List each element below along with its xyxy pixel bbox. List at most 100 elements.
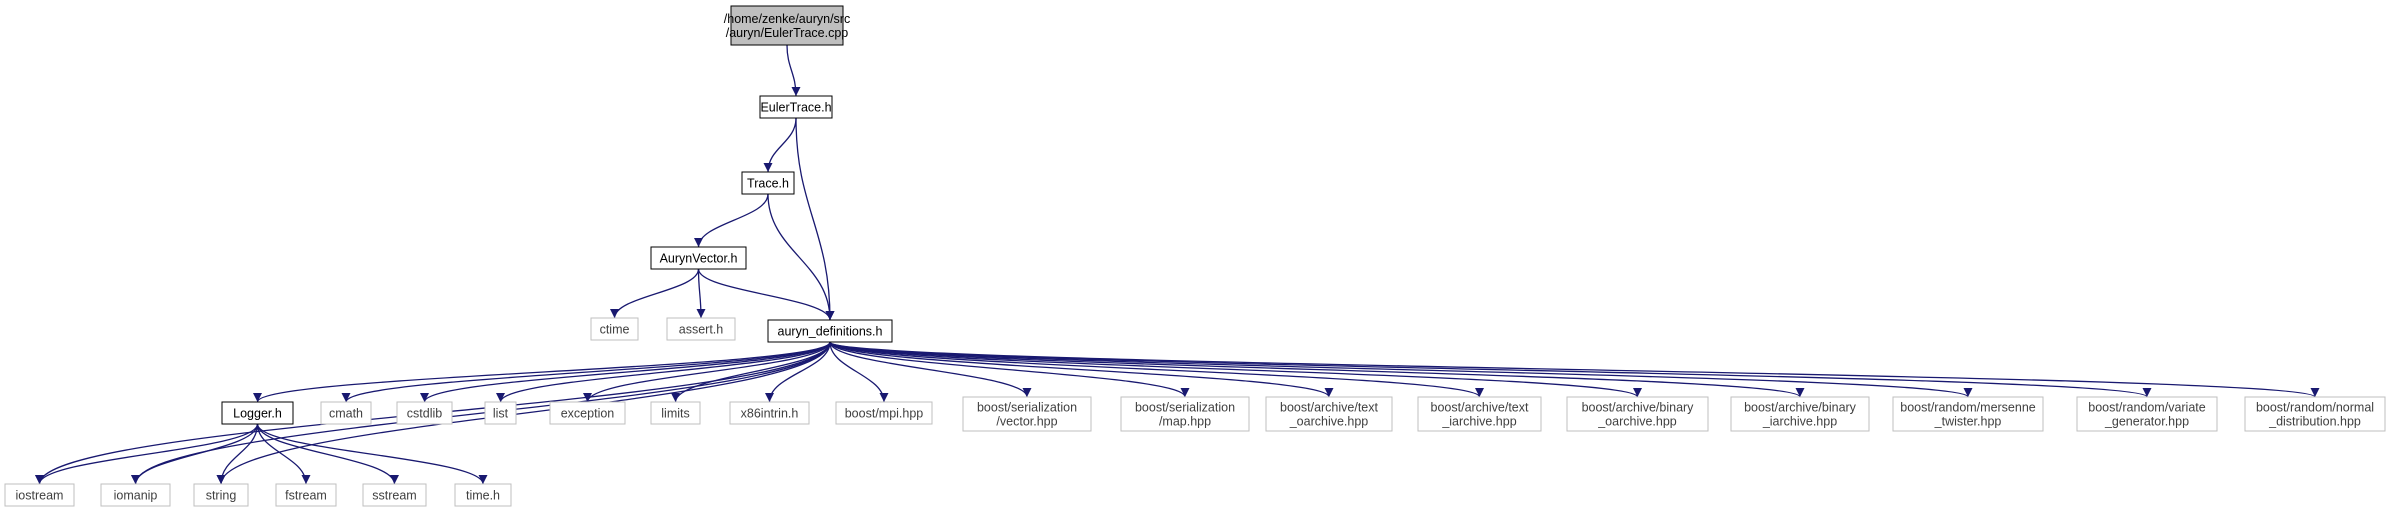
node-label: boost/archive/binary <box>1582 400 1695 414</box>
node-label: boost/random/mersenne <box>1900 400 2036 414</box>
edge-auryn_definitions_h-to-boost_text_iarchive <box>829 341 1484 398</box>
node-limits: limits <box>650 401 701 425</box>
node-cmath: cmath <box>320 401 372 425</box>
node-label: list <box>493 406 509 420</box>
node-box <box>221 401 294 425</box>
node-aurynvector_h[interactable]: AurynVector.h <box>650 246 747 270</box>
node-boost_normal: boost/random/normal_distribution.hpp <box>2244 396 2386 432</box>
node-box <box>1566 396 1709 432</box>
edge-auryn_definitions_h-to-boost_text_oarchive <box>829 341 1334 398</box>
node-boost_variate: boost/random/variate_generator.hpp <box>2076 396 2218 432</box>
edge-auryn_definitions_h-to-boost_binary_iarchive <box>829 341 1805 398</box>
node-label: /home/zenke/auryn/src <box>724 12 850 26</box>
edge-auryn_definitions_h-to-boost_binary_oarchive <box>829 341 1642 398</box>
node-assert_h: assert.h <box>666 317 736 341</box>
node-label: _oarchive.hpp <box>1289 414 1369 428</box>
edge-auryn_definitions_h-to-cmath <box>341 341 831 403</box>
edge-auryn_definitions_h-to-boost_mpi <box>829 341 889 403</box>
node-exception: exception <box>549 401 626 425</box>
node-label: boost/archive/text <box>1280 400 1378 414</box>
node-label: string <box>206 488 237 502</box>
node-box <box>1417 396 1542 432</box>
edge-eulertrace_h-to-auryn_definitions_h <box>795 117 835 321</box>
edge-aurynvector_h-to-assert_h <box>696 268 706 319</box>
node-label: /map.hpp <box>1159 414 1211 428</box>
edge-auryn_definitions_h-to-logger_h <box>253 341 831 403</box>
edge-trace_h-to-aurynvector_h <box>694 193 769 248</box>
node-label: EulerTrace.h <box>760 100 831 114</box>
node-box <box>100 483 171 507</box>
node-x86intrin_h: x86intrin.h <box>729 401 810 425</box>
node-box <box>4 483 75 507</box>
edge-logger_h-to-sstream <box>256 423 399 485</box>
edges-layer <box>35 44 2319 485</box>
node-box <box>962 396 1092 432</box>
node-string: string <box>193 483 249 507</box>
node-label: assert.h <box>679 322 724 336</box>
node-box <box>2244 396 2386 432</box>
node-eulertrace_h[interactable]: EulerTrace.h <box>759 95 833 119</box>
node-auryn_definitions_h[interactable]: auryn_definitions.h <box>767 319 893 343</box>
node-label: boost/random/normal <box>2256 400 2374 414</box>
node-trace_h[interactable]: Trace.h <box>741 171 795 195</box>
node-box <box>320 401 372 425</box>
node-label: boost/serialization <box>1135 400 1235 414</box>
node-box <box>454 483 512 507</box>
node-label: auryn_definitions.h <box>778 324 883 338</box>
node-label: boost/mpi.hpp <box>845 406 924 420</box>
node-boost_text_iarchive: boost/archive/text_iarchive.hpp <box>1417 396 1542 432</box>
edge-auryn_definitions_h-to-exception <box>583 341 831 403</box>
node-box <box>1730 396 1870 432</box>
node-label: iomanip <box>114 488 158 502</box>
node-label: exception <box>561 406 615 420</box>
edge-auryn_definitions_h-to-cstdlib <box>420 341 831 403</box>
node-box <box>650 246 747 270</box>
node-label: boost/random/variate <box>2088 400 2205 414</box>
node-boost_ser_vector: boost/serialization/vector.hpp <box>962 396 1092 432</box>
node-cstdlib: cstdlib <box>396 401 453 425</box>
node-box <box>484 401 517 425</box>
edge-auryn_definitions_h-to-boost_normal <box>829 341 2319 398</box>
node-label: limits <box>661 406 689 420</box>
node-box <box>362 483 427 507</box>
node-iomanip: iomanip <box>100 483 171 507</box>
edge-logger_h-to-time_h <box>256 423 488 485</box>
node-boost_text_oarchive: boost/archive/text_oarchive.hpp <box>1265 396 1393 432</box>
node-label: time.h <box>466 488 500 502</box>
edge-eulertrace_h-to-trace_h <box>763 117 797 173</box>
edge-auryn_definitions_h-to-boost_variate <box>829 341 2152 398</box>
nodes-layer: /home/zenke/auryn/src/auryn/EulerTrace.c… <box>4 5 2386 507</box>
node-box <box>1120 396 1250 432</box>
edge-auryn_definitions_h-to-list <box>496 341 831 403</box>
node-box <box>2076 396 2218 432</box>
node-label: /auryn/EulerTrace.cpp <box>726 26 849 40</box>
node-label: ctime <box>600 322 630 336</box>
node-label: _distribution.hpp <box>2268 414 2361 428</box>
node-label: boost/archive/binary <box>1744 400 1857 414</box>
node-label: Trace.h <box>747 176 789 190</box>
edge-root-to-eulertrace_h <box>786 44 801 97</box>
node-label: sstream <box>372 488 416 502</box>
node-label: cmath <box>329 406 363 420</box>
node-box <box>193 483 249 507</box>
edge-auryn_definitions_h-to-iomanip <box>131 341 831 485</box>
edge-auryn_definitions_h-to-limits <box>671 341 831 403</box>
edge-auryn_definitions_h-to-boost_ser_vector <box>829 341 1032 398</box>
node-root[interactable]: /home/zenke/auryn/src/auryn/EulerTrace.c… <box>724 5 850 46</box>
node-boost_binary_oarchive: boost/archive/binary_oarchive.hpp <box>1566 396 1709 432</box>
node-box <box>759 95 833 119</box>
node-box <box>666 317 736 341</box>
node-label: x86intrin.h <box>741 406 799 420</box>
node-box <box>1265 396 1393 432</box>
edge-logger_h-to-string <box>216 423 259 485</box>
node-logger_h[interactable]: Logger.h <box>221 401 294 425</box>
node-iostream: iostream <box>4 483 75 507</box>
edge-aurynvector_h-to-auryn_definitions_h <box>697 268 835 321</box>
edge-auryn_definitions_h-to-x86intrin_h <box>765 341 831 403</box>
node-boost_binary_iarchive: boost/archive/binary_iarchive.hpp <box>1730 396 1870 432</box>
node-label: _generator.hpp <box>2104 414 2189 428</box>
node-box <box>767 319 893 343</box>
node-ctime: ctime <box>590 317 639 341</box>
node-box <box>650 401 701 425</box>
